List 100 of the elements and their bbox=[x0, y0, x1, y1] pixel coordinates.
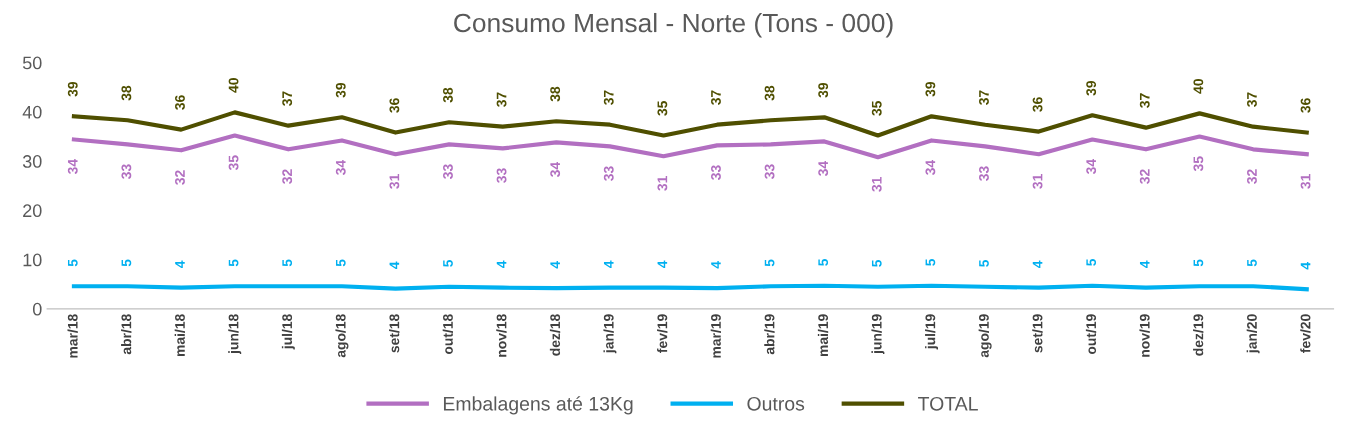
x-tick-label: set/19 bbox=[1032, 314, 1043, 353]
data-label: 4 bbox=[1032, 260, 1043, 269]
x-tick-label: jul/18 bbox=[281, 314, 295, 350]
data-label: 5 bbox=[121, 259, 132, 267]
data-label: 4 bbox=[1300, 262, 1311, 270]
y-tick-label: 0 bbox=[32, 302, 42, 316]
x-tick-label: dez/18 bbox=[549, 314, 561, 356]
x-tick-label: dez/19 bbox=[1193, 314, 1204, 356]
x-tick-label: jan/19 bbox=[603, 314, 617, 354]
chart-title: Consumo Mensal - Norte (Tons - 000) bbox=[454, 12, 893, 38]
data-label: 35 bbox=[657, 101, 668, 116]
data-label: 5 bbox=[282, 259, 293, 267]
data-label: 37 bbox=[711, 90, 721, 105]
x-tick-label: out/18 bbox=[442, 314, 454, 355]
data-label: 39 bbox=[925, 81, 936, 97]
data-label: 33 bbox=[711, 165, 721, 180]
data-label: 32 bbox=[175, 170, 185, 185]
data-label: 34 bbox=[1086, 158, 1097, 175]
data-label: 38 bbox=[121, 85, 132, 101]
data-label: 36 bbox=[389, 98, 400, 113]
data-label: 36 bbox=[175, 95, 185, 110]
data-label: 39 bbox=[1086, 80, 1097, 96]
x-tick-label: nov/19 bbox=[1139, 314, 1150, 357]
legend-label: Embalagens até 13Kg bbox=[443, 396, 633, 415]
x-tick-label: mai/18 bbox=[174, 314, 186, 357]
x-tick-label: abr/19 bbox=[764, 314, 775, 355]
data-label: 4 bbox=[550, 261, 560, 269]
data-label: 38 bbox=[550, 86, 561, 102]
data-label: 37 bbox=[496, 92, 507, 107]
y-tick-label: 30 bbox=[22, 155, 42, 168]
data-label: 4 bbox=[603, 260, 614, 269]
data-label: 5 bbox=[925, 258, 936, 266]
x-tick-label: mar/19 bbox=[710, 314, 722, 358]
data-label: 4 bbox=[1139, 260, 1150, 269]
x-tick-label: ago/18 bbox=[335, 314, 349, 358]
x-tick-label: ago/19 bbox=[978, 314, 992, 358]
x-tick-label: abr/18 bbox=[121, 314, 132, 355]
data-label: 40 bbox=[228, 78, 239, 93]
data-label: 5 bbox=[1193, 259, 1204, 267]
x-tick-label: out/19 bbox=[1085, 314, 1097, 355]
data-label: 36 bbox=[1300, 98, 1311, 113]
data-label: 39 bbox=[335, 82, 346, 98]
data-label: 5 bbox=[764, 259, 775, 267]
x-tick-label: set/18 bbox=[389, 314, 400, 353]
data-label: 39 bbox=[67, 81, 78, 97]
data-label: 34 bbox=[925, 159, 936, 176]
data-label: 35 bbox=[871, 101, 882, 116]
data-label: 4 bbox=[711, 261, 721, 269]
y-tick-label: 10 bbox=[23, 253, 42, 267]
data-label: 31 bbox=[657, 176, 668, 191]
data-label: 37 bbox=[1247, 92, 1257, 107]
data-label: 39 bbox=[818, 82, 829, 98]
data-label: 34 bbox=[67, 158, 78, 175]
x-tick-label: mai/19 bbox=[817, 314, 829, 357]
data-label: 4 bbox=[496, 260, 507, 269]
y-tick-label: 20 bbox=[23, 204, 42, 218]
data-label: 5 bbox=[443, 259, 453, 267]
data-label: 5 bbox=[335, 259, 346, 267]
y-tick-label: 40 bbox=[22, 105, 42, 119]
data-label: 37 bbox=[979, 90, 989, 105]
x-tick-label: jan/20 bbox=[1246, 314, 1260, 354]
data-label: 5 bbox=[67, 259, 78, 267]
data-label: 32 bbox=[1247, 169, 1257, 184]
data-label: 33 bbox=[496, 168, 507, 183]
x-tick-label: fev/19 bbox=[657, 314, 668, 353]
y-tick-label: 50 bbox=[22, 56, 42, 70]
data-label: 40 bbox=[1193, 79, 1204, 94]
data-label: 5 bbox=[1247, 259, 1257, 267]
legend-label: Outros bbox=[747, 396, 805, 411]
data-label: 32 bbox=[1139, 169, 1150, 184]
data-label: 4 bbox=[389, 261, 400, 270]
data-label: 35 bbox=[228, 155, 239, 171]
data-label: 37 bbox=[603, 90, 614, 105]
data-label: 31 bbox=[1032, 174, 1043, 189]
data-label: 31 bbox=[1300, 174, 1311, 189]
data-label: 37 bbox=[282, 91, 293, 106]
data-label: 33 bbox=[603, 166, 614, 181]
data-label: 34 bbox=[550, 161, 561, 177]
x-tick-label: jun/18 bbox=[228, 314, 242, 355]
x-tick-label: fev/20 bbox=[1300, 314, 1311, 353]
data-label: 33 bbox=[121, 164, 132, 179]
data-label: 4 bbox=[657, 260, 668, 269]
data-label: 5 bbox=[979, 259, 989, 267]
data-label: 5 bbox=[818, 258, 829, 266]
data-label: 5 bbox=[228, 259, 239, 267]
data-label: 34 bbox=[818, 160, 829, 177]
data-label: 31 bbox=[871, 177, 882, 192]
data-label: 5 bbox=[871, 259, 882, 267]
data-label: 36 bbox=[1032, 97, 1043, 112]
data-label: 38 bbox=[443, 87, 453, 103]
legend-label: TOTAL bbox=[918, 396, 978, 411]
data-label: 5 bbox=[1086, 258, 1097, 266]
x-tick-label: nov/18 bbox=[496, 314, 507, 357]
data-label: 33 bbox=[443, 164, 453, 179]
data-label: 33 bbox=[979, 166, 989, 181]
data-label: 31 bbox=[389, 174, 400, 189]
data-label: 35 bbox=[1193, 156, 1204, 172]
x-tick-label: jun/19 bbox=[871, 314, 885, 355]
data-label: 37 bbox=[1139, 93, 1150, 108]
data-label: 32 bbox=[282, 169, 293, 184]
